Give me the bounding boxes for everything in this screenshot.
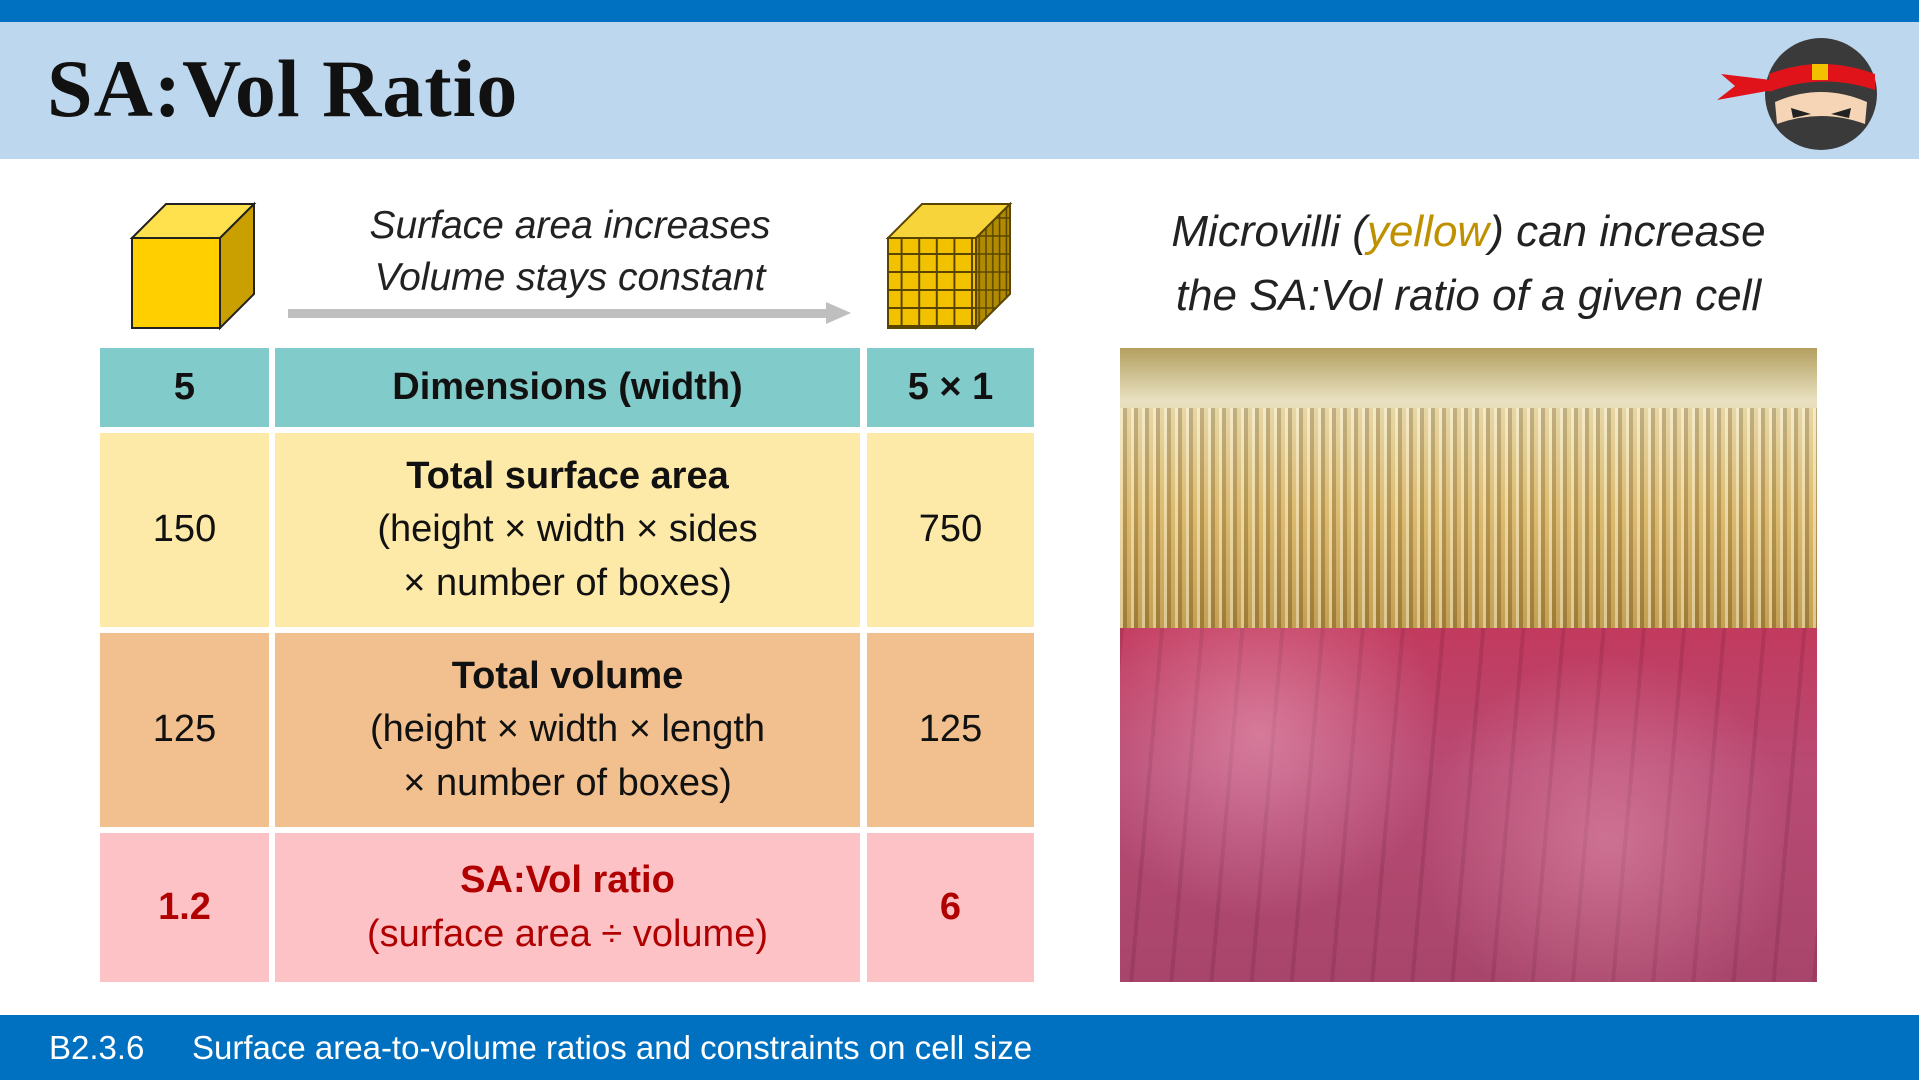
cell-detail: (height × width × sides <box>377 508 758 551</box>
cell-title: Total volume <box>451 655 684 698</box>
table-cell: 1.2 <box>100 833 269 982</box>
footer-code: B2.3.6 <box>49 1029 145 1066</box>
header-band <box>0 22 1919 159</box>
cell-value: 5 <box>173 365 196 408</box>
footer-bar <box>0 1015 1919 1080</box>
caption-line: Surface area increases <box>369 204 771 247</box>
microvilli-image <box>1120 348 1817 982</box>
cell-detail: × number of boxes) <box>403 761 732 804</box>
table-cell: 5 × 1 <box>867 348 1034 427</box>
arrow-caption: Surface area increases Volume stays cons… <box>330 200 810 304</box>
table-cell: Total volume (height × width × length × nu… <box>275 633 860 827</box>
image-caption: Microvilli (yellow) can increase the SA:… <box>1120 200 1817 328</box>
cell-detail: (height × width × length <box>369 708 766 751</box>
footer-text: Surface area-to-volume ratios and constr… <box>192 1029 1033 1066</box>
caption-line: Volume stays constant <box>374 256 766 299</box>
table-cell: 6 <box>867 833 1034 982</box>
table-cell: Dimensions (width) <box>275 348 860 427</box>
caption-text: ) can increase <box>1489 207 1766 256</box>
cell-value: 125 <box>152 708 217 751</box>
cell-title: Total surface area <box>406 455 729 498</box>
table-cell: SA:Vol ratio (surface area ÷ volume) <box>275 833 860 982</box>
table-cell: 5 <box>100 348 269 427</box>
single-cube <box>129 201 257 331</box>
cell-value: 125 <box>918 708 983 751</box>
grid-cube <box>885 201 1013 331</box>
table-cell: 750 <box>867 433 1034 627</box>
cell-title: Dimensions (width) <box>392 365 743 408</box>
ninja-icon <box>1717 38 1877 150</box>
cell-detail: (surface area ÷ volume) <box>366 912 768 955</box>
title: SA:Vol Ratio <box>47 43 519 134</box>
table-cell: 125 <box>100 633 269 827</box>
table-cell: 125 <box>867 633 1034 827</box>
caption-highlight: yellow <box>1366 207 1490 256</box>
caption-text: the SA:Vol ratio of a given cell <box>1175 271 1762 320</box>
cell-value: 1.2 <box>158 885 211 928</box>
table-cell: 150 <box>100 433 269 627</box>
arrow <box>288 302 851 324</box>
table-cell: Total surface area (height × width × side… <box>275 433 860 627</box>
cell-value: 750 <box>918 508 983 551</box>
cell-value: 150 <box>152 508 217 551</box>
cell-title: SA:Vol ratio <box>460 859 675 902</box>
cell-value: 6 <box>939 885 962 928</box>
cell-detail: × number of boxes) <box>403 561 732 604</box>
caption-text: Microvilli ( <box>1171 207 1367 256</box>
top-bar <box>0 0 1919 22</box>
cell-value: 5 × 1 <box>907 365 994 408</box>
